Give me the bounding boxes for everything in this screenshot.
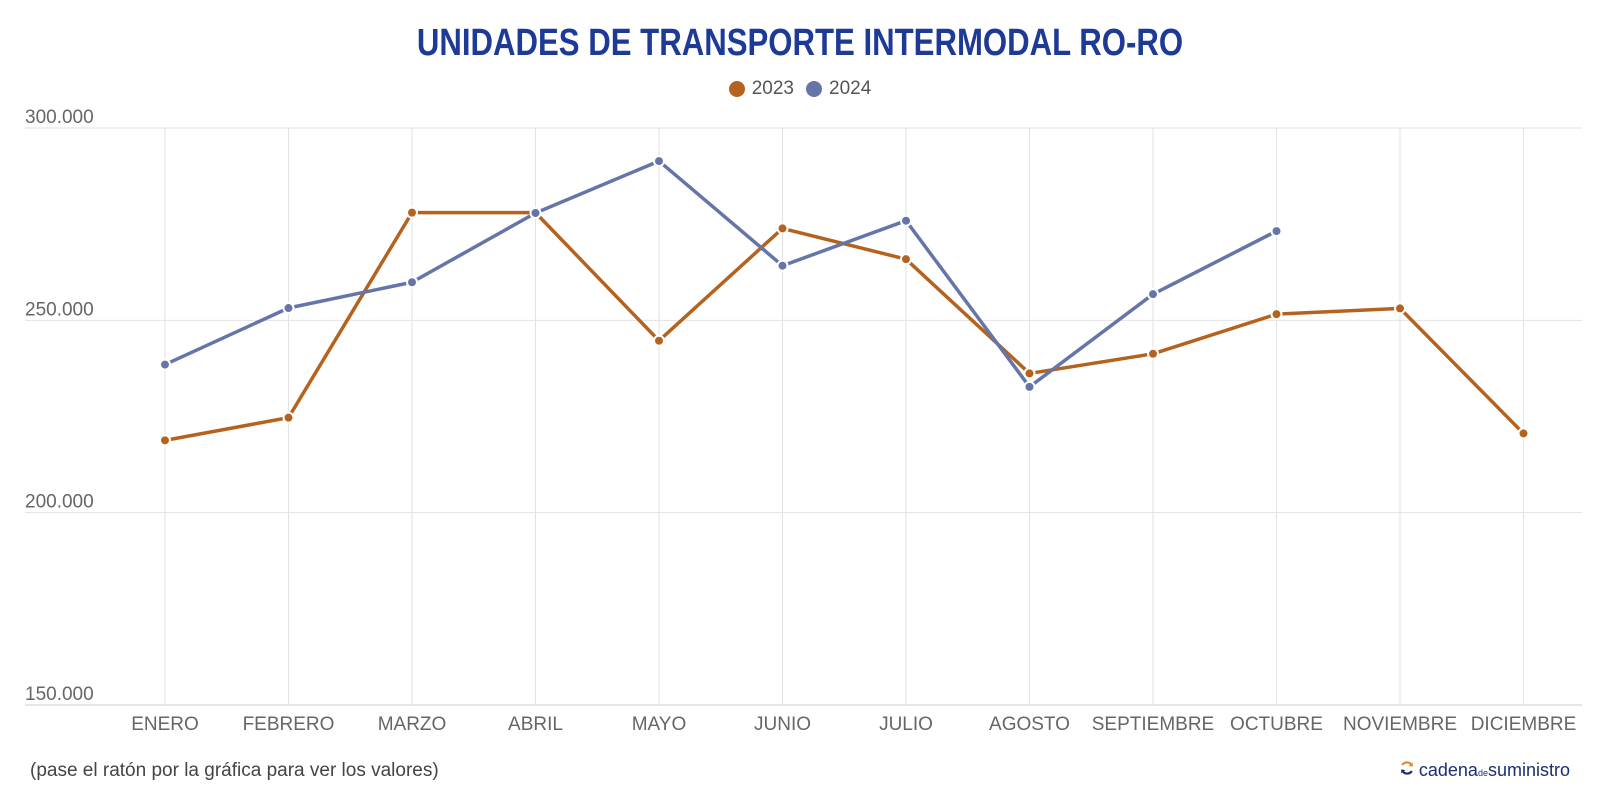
brand-logo[interactable]: cadenadesuministro [1399,760,1570,781]
data-point-2024 [529,207,542,220]
data-point-2024 [1270,225,1283,238]
legend-label-2024: 2024 [829,78,872,99]
series-layer [159,155,1530,447]
y-tick-label: 150.000 [25,684,94,705]
series-line-2024 [163,159,1279,389]
x-tick-label: DICIEMBRE [1471,714,1577,735]
y-tick-label: 250.000 [25,299,94,320]
data-point-2023 [1023,367,1036,380]
data-point-2023 [282,411,295,424]
x-axis: ENERO FEBRERO MARZO ABRIL MAYO JUNIO JULIO AGOS… [131,714,1576,735]
data-point-2024 [282,302,295,315]
data-point-2023 [1270,308,1283,321]
data-point-2023 [159,434,171,447]
chart-title: UNIDADES DE TRANSPORTE INTERMODAL RO-RO [416,22,1184,64]
data-point-2023 [1147,347,1159,360]
x-tick-label: MARZO [378,714,447,735]
x-tick-label: ABRIL [508,714,563,735]
legend-swatch-2024 [806,81,822,97]
x-tick-label: JULIO [879,714,933,735]
data-point-2023 [1517,427,1530,440]
brand-name: cadenadesuministro [1418,760,1570,780]
x-tick-label: OCTUBRE [1230,714,1323,735]
data-point-2024 [900,214,912,227]
refresh-arrows-icon [1400,761,1413,775]
x-tick-label: JUNIO [754,714,811,735]
x-tick-label: SEPTIEMBRE [1092,714,1214,735]
data-point-2024 [776,259,789,272]
legend-swatch-2023 [728,81,745,97]
data-point-2024 [1147,288,1159,301]
data-point-2023 [653,334,665,347]
hover-hint: (pase el ratón por la gráfica para ver l… [30,760,439,781]
data-point-2023 [776,222,789,235]
data-point-2024 [159,358,171,371]
data-point-2024 [653,155,665,168]
data-point-2023 [406,206,418,219]
data-point-2023 [900,253,912,266]
x-tick-label: FEBRERO [243,714,335,735]
legend-item-2023[interactable]: 2023 [728,78,794,100]
grid-layer [25,127,1582,706]
y-tick-label: 200.000 [25,492,94,513]
data-point-2024 [1023,380,1036,393]
legend-label-2023: 2023 [751,78,794,99]
data-point-2023 [1394,302,1406,315]
x-tick-label: ENERO [131,714,199,735]
series-line-2023 [163,210,1526,443]
y-axis: 150.000 200.000 250.000 300.000 [25,107,94,705]
y-tick-label: 300.000 [25,107,94,128]
x-tick-label: NOVIEMBRE [1343,714,1457,735]
data-point-2024 [406,276,418,289]
x-tick-label: MAYO [632,714,687,735]
series-2024 [159,155,1283,393]
legend-item-2024[interactable]: 2024 [806,78,871,100]
x-tick-label: AGOSTO [989,714,1070,735]
legend: 2023 2024 [0,78,1600,100]
